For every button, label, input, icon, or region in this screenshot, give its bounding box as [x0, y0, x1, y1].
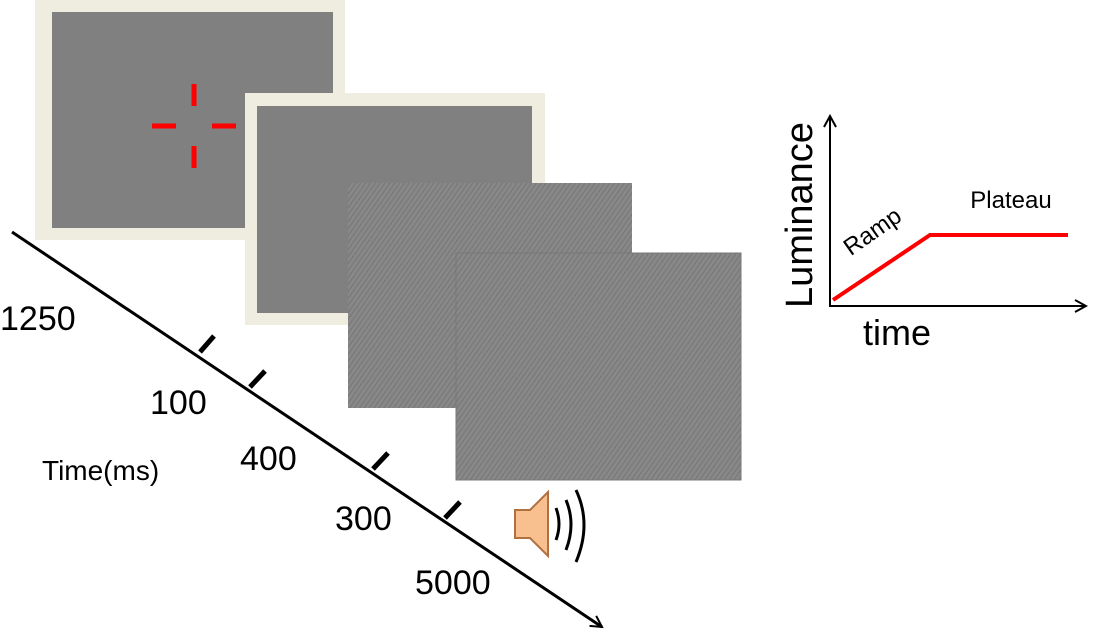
segment-label: Plateau	[970, 187, 1051, 214]
duration-label: 400	[240, 440, 297, 478]
duration-label: 5000	[415, 564, 491, 602]
screen-plateau	[456, 253, 741, 480]
diagram: 1250 100 400 300 5000 Time(ms) Luminance…	[0, 0, 1094, 634]
time-axis-label: Time(ms)	[42, 455, 159, 486]
segment-label: Ramp	[839, 202, 907, 261]
duration-label: 300	[335, 500, 392, 538]
duration-label: 100	[150, 384, 207, 422]
speaker-icon	[515, 490, 584, 562]
duration-label: 1250	[0, 300, 76, 338]
y-axis-label: Luminance	[779, 122, 821, 308]
x-axis-label: time	[863, 312, 931, 353]
